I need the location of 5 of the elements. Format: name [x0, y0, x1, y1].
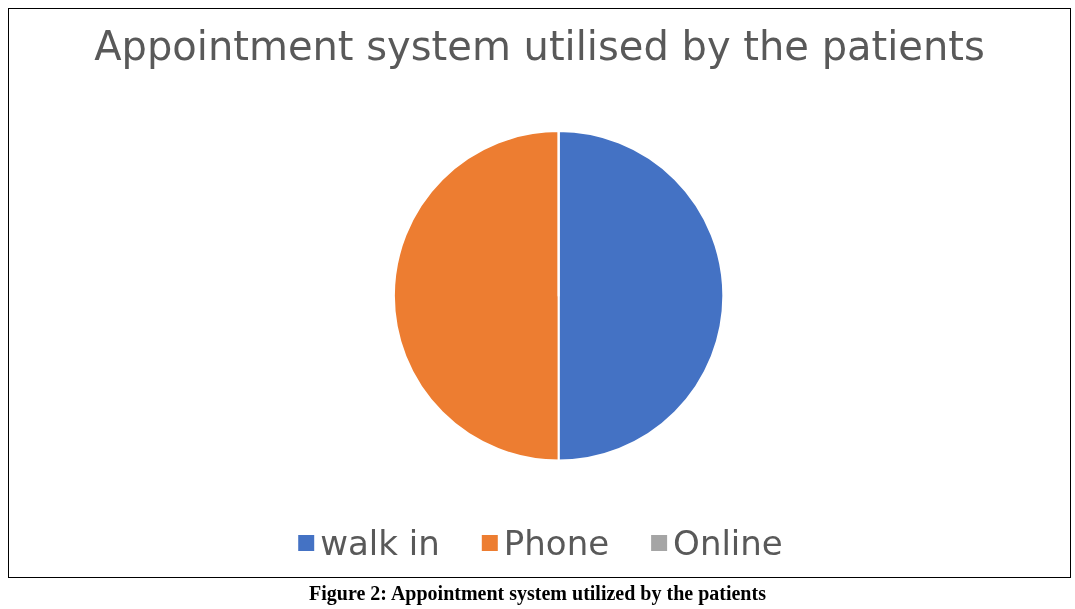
- legend-label: Online: [673, 523, 783, 563]
- legend-label: walk in: [320, 523, 440, 563]
- chart-title: Appointment system utilised by the patients: [94, 23, 985, 69]
- caption: Figure 2: Appointment system utilized by the patients: [308, 582, 767, 605]
- legend-label: Phone: [503, 523, 610, 563]
